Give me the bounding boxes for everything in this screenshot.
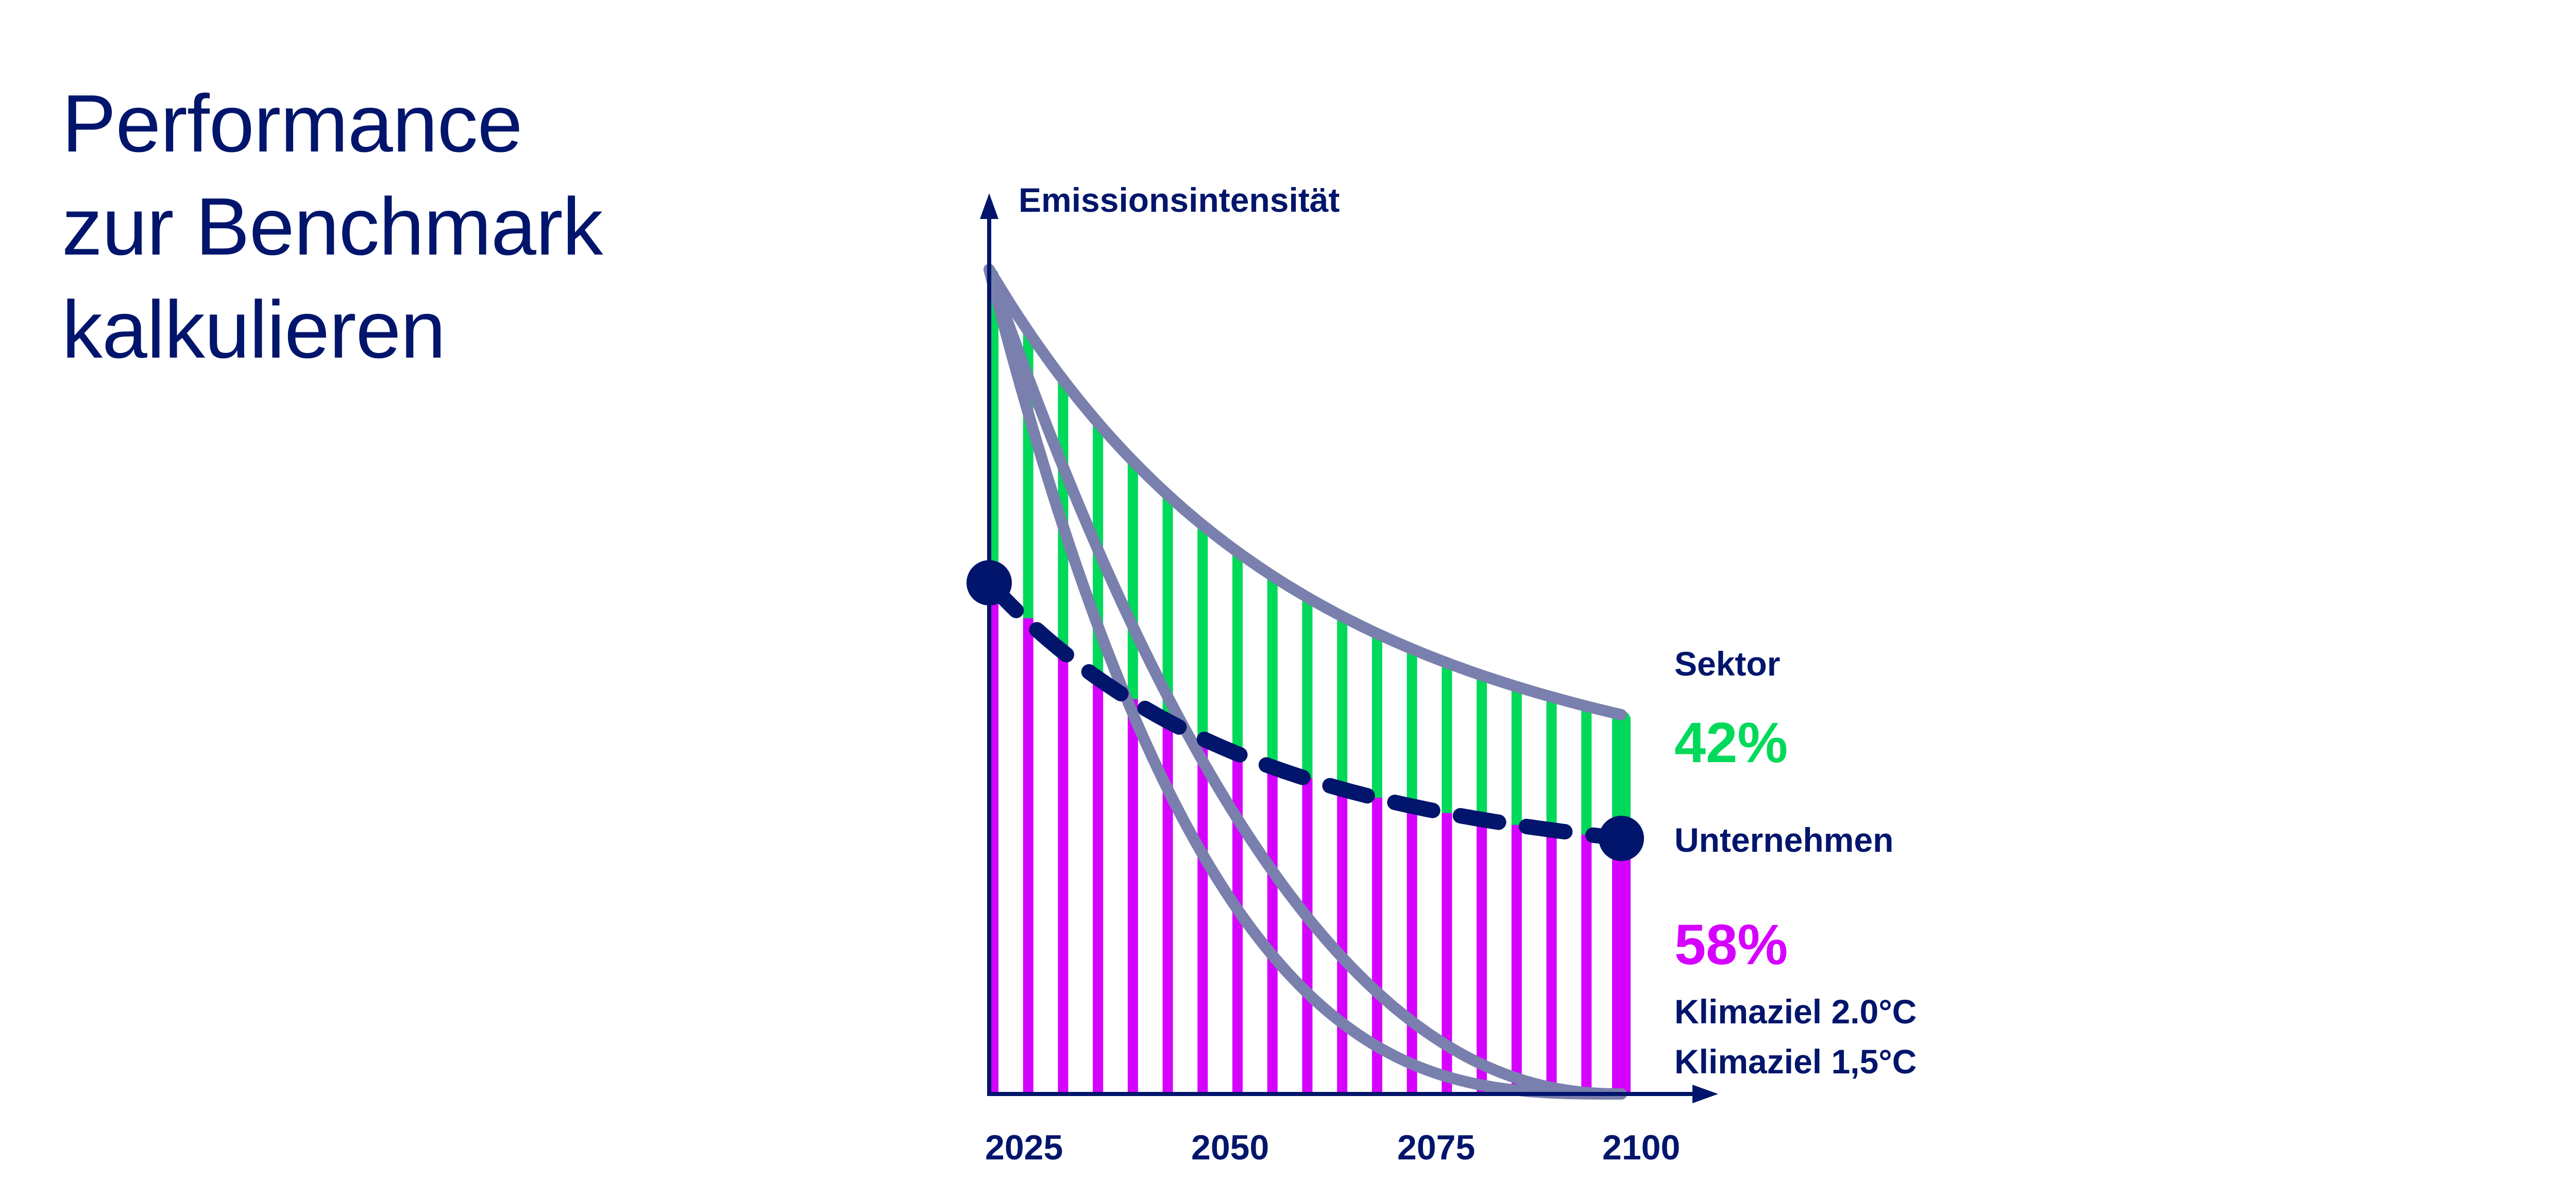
title-line-1: Performance <box>62 78 522 169</box>
legend-klimaziel-2-0: Klimaziel 2.0°C <box>1674 992 1917 1031</box>
unternehmen-percentage: 58% <box>1674 913 1788 976</box>
x-tick-label: 2050 <box>1191 1128 1269 1167</box>
climate-1-5-curve <box>984 264 1627 1100</box>
axes-group <box>980 193 1718 1103</box>
climate-2-0-curve <box>984 264 1627 1100</box>
legend-klimaziel-1-5: Klimaziel 1,5°C <box>1674 1042 1917 1081</box>
sector-curve <box>984 264 1627 720</box>
sektor-percentage: 42% <box>1674 711 1788 774</box>
x-axis-arrow-icon <box>1692 1085 1718 1103</box>
benchmark-curves-group <box>984 264 1627 1100</box>
legend-sektor: Sektor <box>1674 645 1781 683</box>
x-tick-label: 2075 <box>1397 1128 1476 1167</box>
y-axis-arrow-icon <box>980 193 998 219</box>
title-line-2: zur Benchmark <box>62 181 603 272</box>
y-axis-label: Emissionsintensität <box>1019 181 1340 219</box>
x-tick-label: 2100 <box>1602 1128 1681 1167</box>
company-dashed-line <box>981 575 1629 846</box>
company-line-group <box>967 560 1644 861</box>
company-end-dot <box>1599 816 1644 861</box>
legend-unternehmen: Unternehmen <box>1674 821 1894 859</box>
page-title: Performance zur Benchmark kalkulieren <box>62 72 603 381</box>
x-tick-label: 2025 <box>985 1128 1063 1167</box>
title-line-3: kalkulieren <box>62 284 446 375</box>
